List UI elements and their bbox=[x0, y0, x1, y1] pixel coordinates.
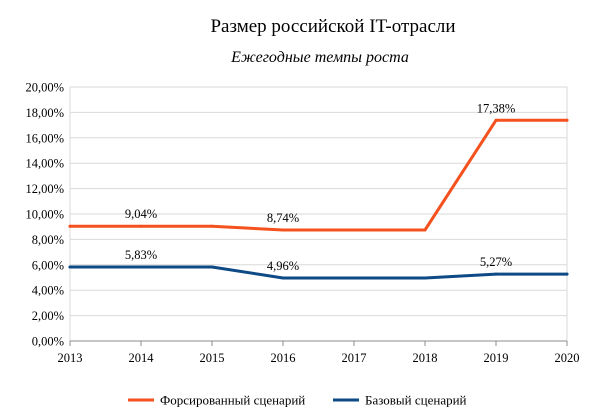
data-point bbox=[68, 224, 72, 228]
chart-subtitle: Ежегодные темпы роста bbox=[230, 49, 409, 66]
series-line-2 bbox=[68, 265, 569, 280]
y-tick-label: 2,00% bbox=[32, 309, 64, 323]
legend-label: Базовый сценарий bbox=[365, 393, 467, 408]
legend-label: Форсированный сценарий bbox=[160, 393, 305, 408]
y-tick-label: 8,00% bbox=[32, 233, 64, 247]
data-label: 5,83% bbox=[125, 248, 157, 262]
data-label: 5,27% bbox=[480, 255, 512, 269]
data-point bbox=[139, 265, 143, 269]
y-tick-label: 18,00% bbox=[25, 106, 64, 120]
y-tick-label: 4,00% bbox=[32, 284, 64, 298]
x-tick-label: 2015 bbox=[200, 351, 225, 365]
data-labels: 9,04% 8,74% 17,38% 5,83% 4,96% 5,27% bbox=[125, 101, 515, 273]
x-tick-label: 2016 bbox=[271, 351, 296, 365]
data-label: 17,38% bbox=[477, 101, 516, 115]
chart-title: Размер российской IT-отрасли bbox=[210, 16, 455, 37]
data-point bbox=[352, 276, 356, 280]
series-line-1 bbox=[68, 118, 569, 232]
y-tick-label: 10,00% bbox=[25, 208, 64, 222]
y-tick-label: 12,00% bbox=[25, 182, 64, 196]
x-tick-label: 2013 bbox=[58, 351, 83, 365]
y-tick-label: 6,00% bbox=[32, 258, 64, 272]
data-point bbox=[68, 265, 72, 269]
x-tick-label: 2017 bbox=[342, 351, 367, 365]
data-point bbox=[139, 224, 143, 228]
data-label: 9,04% bbox=[125, 207, 157, 221]
data-point bbox=[494, 118, 498, 122]
data-point bbox=[423, 228, 427, 232]
data-point bbox=[352, 228, 356, 232]
data-point bbox=[423, 276, 427, 280]
data-point bbox=[281, 228, 285, 232]
data-point bbox=[210, 224, 214, 228]
y-tick-label: 16,00% bbox=[25, 131, 64, 145]
axes: 0,00% 2,00% 4,00% 6,00% 8,00% 10,00% 12,00% 14,… bbox=[25, 81, 579, 366]
y-tick-label: 14,00% bbox=[25, 157, 64, 171]
x-tick-label: 2018 bbox=[413, 351, 438, 365]
data-label: 8,74% bbox=[267, 211, 299, 225]
x-tick-label: 2014 bbox=[129, 351, 155, 365]
data-point bbox=[210, 265, 214, 269]
legend: Форсированный сценарий Базовый сценарий bbox=[128, 393, 467, 408]
data-point bbox=[281, 276, 285, 280]
series-lines bbox=[68, 118, 569, 280]
x-tick-label: 2019 bbox=[484, 351, 509, 365]
data-point bbox=[565, 272, 569, 276]
x-tick-label: 2020 bbox=[555, 351, 580, 365]
data-label: 4,96% bbox=[267, 259, 299, 273]
y-tick-label: 20,00% bbox=[25, 81, 64, 95]
gridlines bbox=[69, 86, 568, 341]
data-point bbox=[494, 272, 498, 276]
y-tick-label: 0,00% bbox=[32, 335, 64, 349]
data-point bbox=[565, 118, 569, 122]
